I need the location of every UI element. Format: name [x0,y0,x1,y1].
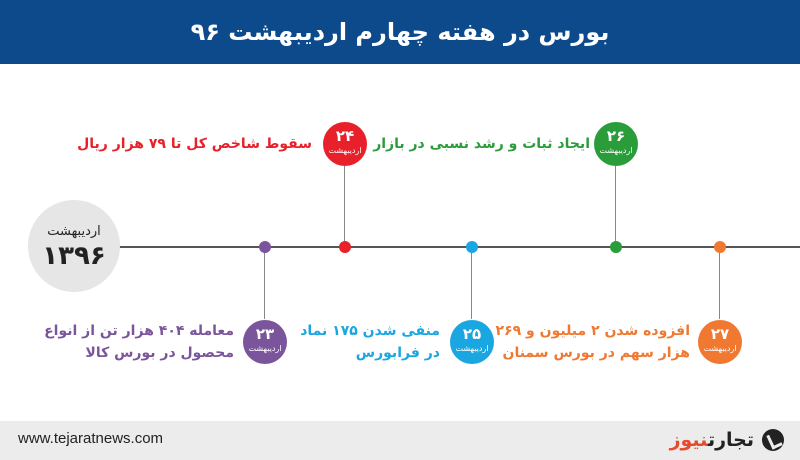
brand-name: تجارتنیوز [670,429,754,451]
page-title: بورس در هفته چهارم اردیبهشت ۹۶ [190,18,610,46]
event-27-stem [719,247,720,319]
event-26-dot [610,241,622,253]
event-24-text: سقوط شاخص کل تا ۷۹ هزار ریال [77,133,312,155]
event-25-text: منفی شدن ۱۷۵ نماد در فرابورس [300,320,440,364]
event-24-stem [344,166,345,246]
year-month-label: اردیبهشت [47,224,101,239]
brand-logo: تجارتنیوز [670,424,784,456]
event-27-line2: هزار سهم در بورس سمنان [502,345,691,361]
event-25-dot [466,241,478,253]
timeline-axis [96,246,800,248]
event-26-stem [615,166,616,246]
event-23-day: ۲۳ [255,325,275,343]
event-26-text: ایجاد ثبات و رشد نسبی در بازار [373,133,590,155]
year-circle: اردیبهشت ۱۳۹۶ [28,200,120,292]
event-24-month: اردیبهشت [328,146,362,155]
event-23-line2: محصول در بورس کالا [85,345,234,361]
brand-mark-icon [762,429,784,451]
event-27-day: ۲۷ [710,325,730,343]
event-27-dot [714,241,726,253]
event-23-stem [264,247,265,319]
event-25-badge: ۲۵ اردیبهشت [450,320,494,364]
website-url: www.tejaratnews.com [18,430,164,447]
event-25-line2: در فرابورس [355,345,440,361]
event-23-text: معامله ۴۰۴ هزار تن از انواع محصول در بور… [44,320,234,364]
year-number: ۱۳۹۶ [42,241,106,271]
event-23-dot [259,241,271,253]
event-27-line1: افزوده شدن ۲ میلیون و ۲۶۹ [495,323,690,339]
event-25-line1: منفی شدن ۱۷۵ نماد [300,323,440,339]
event-25-day: ۲۵ [462,325,482,343]
event-23-badge: ۲۳ اردیبهشت [243,320,287,364]
event-26-month: اردیبهشت [599,146,633,155]
brand-name-main: تجارت [707,429,754,451]
event-27-badge: ۲۷ اردیبهشت [698,320,742,364]
event-24-line1: سقوط شاخص کل تا ۷۹ هزار ریال [77,136,312,152]
event-24-day: ۲۴ [335,127,355,145]
event-23-month: اردیبهشت [248,344,282,353]
brand-name-accent: نیوز [669,429,708,451]
event-23-line1: معامله ۴۰۴ هزار تن از انواع [44,323,234,339]
event-24-badge: ۲۴ اردیبهشت [323,122,367,166]
event-26-line1: ایجاد ثبات و رشد نسبی در بازار [373,136,590,152]
event-27-text: افزوده شدن ۲ میلیون و ۲۶۹ هزار سهم در بو… [496,320,690,364]
footer-bar [0,421,800,460]
event-25-stem [471,247,472,319]
header-bar [0,0,800,64]
event-27-month: اردیبهشت [703,344,737,353]
event-26-badge: ۲۶ اردیبهشت [594,122,638,166]
event-26-day: ۲۶ [606,127,626,145]
event-24-dot [339,241,351,253]
event-25-month: اردیبهشت [455,344,489,353]
